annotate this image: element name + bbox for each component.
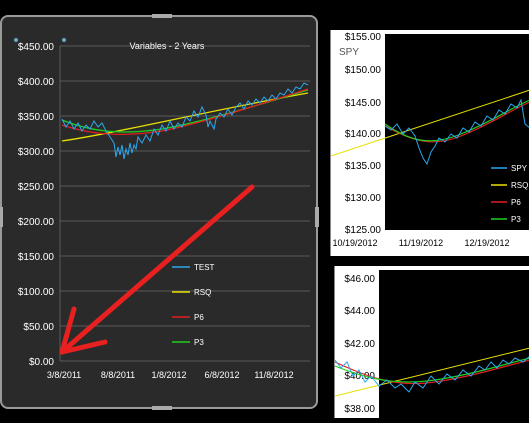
main-ytick: $450.00 <box>18 42 55 53</box>
spy-chart-panel[interactable]: $155.00 $150.00 $145.00 $140.00 $135.00 … <box>330 30 529 256</box>
spy-legend-label: P6 <box>511 198 521 207</box>
legend-label: P3 <box>194 338 204 347</box>
spy-legend-label: P3 <box>511 215 521 224</box>
axis-anchor-dot[interactable] <box>14 38 18 42</box>
spy-ytick: $150.00 <box>345 65 382 76</box>
legend-label: RSQ <box>194 288 211 297</box>
spy-ytick: $145.00 <box>345 98 382 109</box>
main-ytick: $300.00 <box>18 147 55 158</box>
spy-ytick: $135.00 <box>345 161 382 172</box>
main-ytick: $100.00 <box>18 287 55 298</box>
bottom-rsq-line <box>334 347 529 397</box>
bottom-chart-svg: $46.00 $44.00 $42.00 $40.00 $38.00 <box>334 270 529 418</box>
spy-p3-line <box>384 99 529 142</box>
spy-xtick: 11/19/2012 <box>399 238 443 248</box>
main-ytick: $250.00 <box>18 182 55 193</box>
main-xtick: 3/8/2011 <box>47 370 81 380</box>
bottom-ytick: $42.00 <box>344 339 375 350</box>
spy-ytick: $155.00 <box>345 32 382 43</box>
spy-ytick: $130.00 <box>345 193 382 204</box>
main-ytick: $0.00 <box>29 357 54 368</box>
main-xtick: 11/8/2012 <box>254 370 293 380</box>
axis-anchor-dot[interactable] <box>62 38 66 42</box>
main-chart-svg: $450.00 $400.00 $350.00 $300.00 $250.00 … <box>14 38 310 380</box>
main-legend: TEST RSQ P6 P3 <box>172 263 215 347</box>
resize-handle-left[interactable] <box>0 207 3 227</box>
bottom-ytick: $46.00 <box>344 274 375 285</box>
spy-xtick: 10/19/2012 <box>332 238 377 248</box>
bottom-p6-line <box>334 359 529 385</box>
legend-label: P6 <box>194 313 204 322</box>
series-rsq-line <box>61 92 309 142</box>
spy-ytick: $125.00 <box>345 225 382 236</box>
spy-legend-label: RSQ <box>511 181 528 190</box>
main-ytick: $50.00 <box>23 322 54 333</box>
main-ytick: $400.00 <box>18 77 55 88</box>
series-p6-line <box>61 88 309 136</box>
main-xtick: 6/8/2012 <box>204 370 239 380</box>
main-chart-title: Variables - 2 Years <box>130 41 205 51</box>
spy-rsq-line <box>330 89 529 157</box>
bottom-plot-area <box>379 270 529 418</box>
bottom-ytick: $40.00 <box>344 371 375 382</box>
series-test-line <box>61 82 309 160</box>
bottom-ytick: $44.00 <box>344 306 375 317</box>
spy-plot-area <box>385 34 529 230</box>
spy-ytick: $140.00 <box>345 129 382 140</box>
resize-handle-right[interactable] <box>315 207 319 227</box>
spy-xtick: 12/19/2012 <box>464 238 509 248</box>
main-xtick: 1/8/2012 <box>151 370 186 380</box>
spy-legend-label: SPY <box>511 164 528 173</box>
main-xtick: 8/8/2011 <box>101 370 135 380</box>
resize-handle-bottom[interactable] <box>152 406 172 410</box>
main-chart-panel[interactable]: $450.00 $400.00 $350.00 $300.00 $250.00 … <box>0 14 319 410</box>
spy-series-label: SPY <box>339 47 359 58</box>
red-arrow-annotation <box>59 184 255 355</box>
bottom-ytick: $38.00 <box>344 404 375 415</box>
spy-chart-svg: $155.00 $150.00 $145.00 $140.00 $135.00 … <box>330 32 529 248</box>
main-gridlines <box>59 45 310 362</box>
spy-legend: SPY RSQ P6 P3 <box>491 164 528 224</box>
bottom-test-line <box>334 356 529 393</box>
main-ytick: $150.00 <box>18 252 55 263</box>
legend-label: TEST <box>194 263 215 272</box>
resize-handle-top[interactable] <box>152 14 172 18</box>
main-ytick: $350.00 <box>18 112 55 123</box>
main-ytick: $200.00 <box>18 217 55 228</box>
spy-test-line <box>384 98 529 166</box>
bottom-chart-panel[interactable]: $46.00 $44.00 $42.00 $40.00 $38.00 <box>334 266 529 418</box>
